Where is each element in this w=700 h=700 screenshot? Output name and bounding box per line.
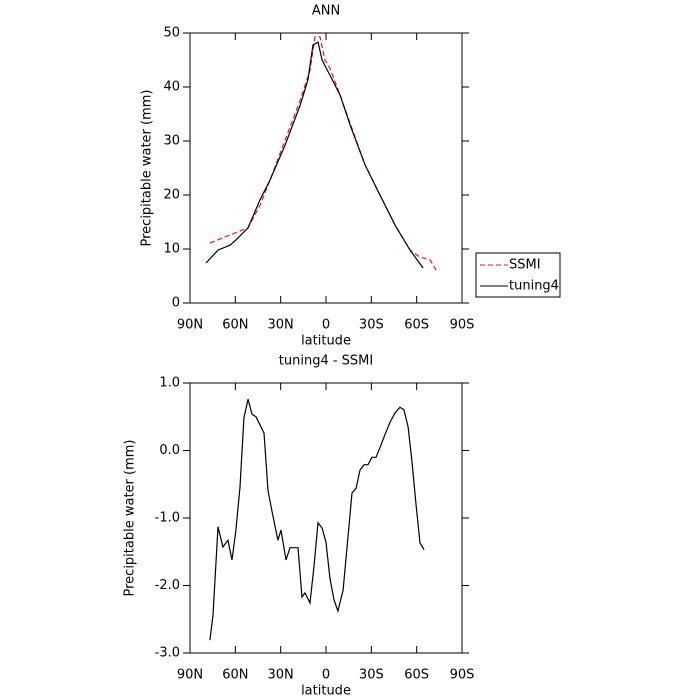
x-tick-label: 90S [450,668,475,683]
y-tick-label: -1.0 [155,511,180,526]
y-tick-label: 1.0 [159,376,180,391]
y-tick-label: -3.0 [155,646,180,661]
y-axis-label: Precipitable water (mm) [123,440,138,597]
y-axis-label: Precipitable water (mm) [140,90,155,247]
data-line [205,41,424,269]
x-tick-label: 90N [177,668,203,683]
y-tick-label: 30 [163,134,180,149]
legend-label: SSMI [509,258,541,273]
y-tick-label: -2.0 [155,578,180,593]
x-tick-label: 60N [222,668,248,683]
x-tick-label: 0 [322,668,330,683]
x-tick-label: 90S [450,318,475,333]
x-axis-label: latitude [301,334,351,349]
x-tick-label: 60N [222,318,248,333]
x-tick-label: 90N [177,318,203,333]
y-tick-label: 0.0 [159,443,180,458]
chart-title: ANN [312,4,340,19]
plot-frame [189,32,463,304]
x-tick-label: 30S [359,668,384,683]
x-tick-label: 30N [268,668,294,683]
x-tick-label: 0 [322,318,330,333]
data-line [209,36,437,271]
x-tick-label: 60S [404,318,429,333]
chart-title: tuning4 - SSMI [279,354,373,369]
legend-label: tuning4 [509,279,559,294]
x-tick-label: 30S [359,318,384,333]
y-tick-label: 0 [172,296,180,311]
y-tick-label: 40 [163,80,180,95]
x-axis-label: latitude [301,684,351,699]
plot-frame [189,382,463,654]
y-tick-label: 10 [163,242,180,257]
y-tick-label: 20 [163,188,180,203]
data-line [209,399,425,641]
x-tick-label: 30N [268,318,294,333]
legend-box [475,252,561,298]
x-tick-label: 60S [404,668,429,683]
y-tick-label: 50 [163,26,180,41]
